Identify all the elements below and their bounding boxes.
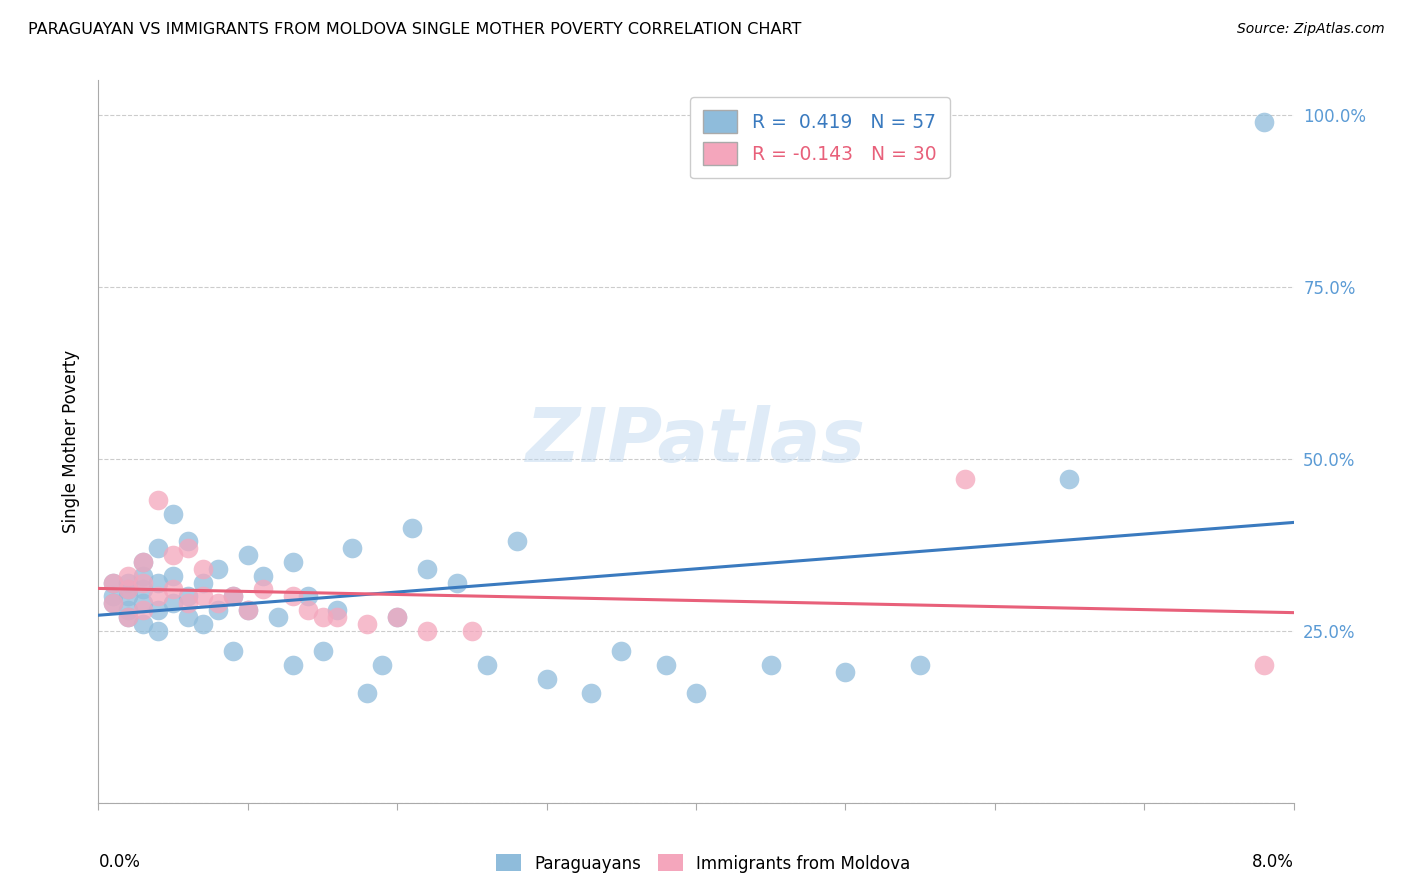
Paraguayans (191, 575, 214, 590)
Paraguayans (281, 555, 304, 569)
Paraguayans (117, 603, 139, 617)
Immigrants from Moldova (191, 590, 214, 604)
Immigrants from Moldova (117, 568, 139, 582)
Paraguayans (1253, 114, 1275, 128)
Text: PARAGUAYAN VS IMMIGRANTS FROM MOLDOVA SINGLE MOTHER POVERTY CORRELATION CHART: PARAGUAYAN VS IMMIGRANTS FROM MOLDOVA SI… (28, 22, 801, 37)
Immigrants from Moldova (191, 562, 214, 576)
Text: ZIPatlas: ZIPatlas (526, 405, 866, 478)
Immigrants from Moldova (297, 603, 319, 617)
Paraguayans (132, 582, 155, 597)
Paraguayans (148, 624, 170, 638)
Immigrants from Moldova (132, 603, 155, 617)
Immigrants from Moldova (356, 616, 378, 631)
Immigrants from Moldova (148, 493, 170, 508)
Immigrants from Moldova (1253, 658, 1275, 673)
Paraguayans (267, 610, 290, 624)
Paraguayans (207, 603, 229, 617)
Paraguayans (536, 672, 558, 686)
Paraguayans (655, 658, 678, 673)
Immigrants from Moldova (326, 610, 349, 624)
Paraguayans (162, 507, 184, 521)
Paraguayans (1059, 472, 1081, 486)
Immigrants from Moldova (177, 596, 200, 610)
Paraguayans (117, 582, 139, 597)
Paraguayans (475, 658, 498, 673)
Paraguayans (416, 562, 439, 576)
Immigrants from Moldova (252, 582, 274, 597)
Paraguayans (132, 555, 155, 569)
Immigrants from Moldova (311, 610, 333, 624)
Immigrants from Moldova (103, 596, 125, 610)
Paraguayans (177, 610, 200, 624)
Paraguayans (222, 644, 245, 658)
Paraguayans (148, 603, 170, 617)
Paraguayans (385, 610, 409, 624)
Paraguayans (162, 596, 184, 610)
Immigrants from Moldova (461, 624, 484, 638)
Paraguayans (326, 603, 349, 617)
Paraguayans (236, 603, 259, 617)
Immigrants from Moldova (117, 610, 139, 624)
Paraguayans (132, 568, 155, 582)
Immigrants from Moldova (162, 582, 184, 597)
Immigrants from Moldova (281, 590, 304, 604)
Immigrants from Moldova (132, 575, 155, 590)
Paraguayans (371, 658, 394, 673)
Paraguayans (103, 575, 125, 590)
Immigrants from Moldova (385, 610, 409, 624)
Paraguayans (103, 596, 125, 610)
Immigrants from Moldova (103, 575, 125, 590)
Immigrants from Moldova (207, 596, 229, 610)
Immigrants from Moldova (177, 541, 200, 556)
Immigrants from Moldova (236, 603, 259, 617)
Text: 0.0%: 0.0% (98, 854, 141, 871)
Paraguayans (222, 590, 245, 604)
Paraguayans (117, 575, 139, 590)
Paraguayans (191, 616, 214, 631)
Y-axis label: Single Mother Poverty: Single Mother Poverty (62, 350, 80, 533)
Paraguayans (103, 590, 125, 604)
Paraguayans (252, 568, 274, 582)
Text: 8.0%: 8.0% (1251, 854, 1294, 871)
Paraguayans (356, 686, 378, 700)
Paraguayans (834, 665, 856, 679)
Paraguayans (446, 575, 468, 590)
Paraguayans (281, 658, 304, 673)
Paraguayans (908, 658, 931, 673)
Paraguayans (177, 590, 200, 604)
Paraguayans (581, 686, 603, 700)
Paraguayans (236, 548, 259, 562)
Paraguayans (342, 541, 364, 556)
Paraguayans (610, 644, 633, 658)
Paraguayans (207, 562, 229, 576)
Immigrants from Moldova (416, 624, 439, 638)
Paraguayans (148, 575, 170, 590)
Text: Source: ZipAtlas.com: Source: ZipAtlas.com (1237, 22, 1385, 37)
Paraguayans (759, 658, 782, 673)
Paraguayans (685, 686, 707, 700)
Immigrants from Moldova (162, 548, 184, 562)
Paraguayans (132, 596, 155, 610)
Immigrants from Moldova (953, 472, 976, 486)
Paraguayans (148, 541, 170, 556)
Immigrants from Moldova (148, 590, 170, 604)
Immigrants from Moldova (117, 582, 139, 597)
Paraguayans (177, 534, 200, 549)
Paraguayans (132, 616, 155, 631)
Paraguayans (311, 644, 333, 658)
Paraguayans (162, 568, 184, 582)
Paraguayans (297, 590, 319, 604)
Paraguayans (506, 534, 529, 549)
Legend: Paraguayans, Immigrants from Moldova: Paraguayans, Immigrants from Moldova (489, 847, 917, 880)
Immigrants from Moldova (222, 590, 245, 604)
Paraguayans (117, 590, 139, 604)
Legend: R =  0.419   N = 57, R = -0.143   N = 30: R = 0.419 N = 57, R = -0.143 N = 30 (690, 97, 949, 178)
Paraguayans (401, 520, 423, 534)
Paraguayans (117, 610, 139, 624)
Immigrants from Moldova (132, 555, 155, 569)
